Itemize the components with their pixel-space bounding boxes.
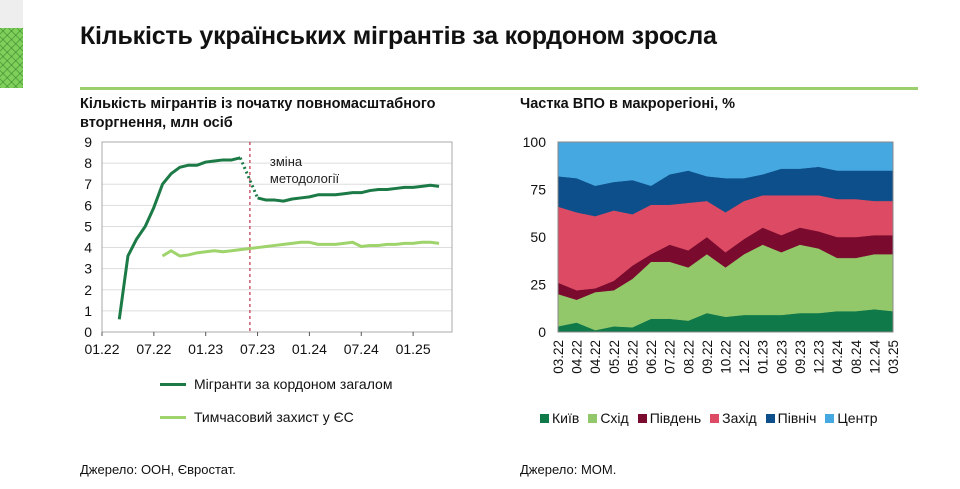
right-chart-title: Частка ВПО в макрорегіоні, % bbox=[520, 96, 736, 112]
page-title: Кількість українських мігрантів за кордо… bbox=[80, 22, 717, 50]
legend-swatch bbox=[710, 413, 720, 423]
y-tick-label: 6 bbox=[84, 197, 92, 213]
legend-item-total: Мігранти за кордоном загалом bbox=[160, 376, 392, 392]
legend-swatch bbox=[637, 413, 647, 423]
x-tick-label: 10.22 bbox=[719, 340, 734, 374]
legend-line-protection bbox=[160, 415, 186, 419]
x-tick-label: 08.22 bbox=[681, 340, 696, 374]
x-tick-label: 07.24 bbox=[344, 341, 379, 357]
x-tick-label: 08.24 bbox=[849, 340, 864, 374]
x-tick-label: 07.22 bbox=[663, 340, 678, 374]
legend-swatch bbox=[540, 413, 549, 423]
y-tick-label: 9 bbox=[84, 134, 92, 150]
y-tick-label: 75 bbox=[530, 182, 546, 198]
x-tick-label: 12.22 bbox=[737, 340, 752, 374]
annotation-text: методології bbox=[270, 171, 340, 186]
x-tick-label: 01.22 bbox=[84, 341, 119, 357]
logo-background bbox=[0, 0, 23, 28]
legend-item: Центр bbox=[825, 410, 878, 426]
legend-label: Південь bbox=[649, 410, 702, 426]
left-legend: Мігранти за кордоном загалом Тимчасовий … bbox=[160, 376, 392, 442]
legend-item: Київ bbox=[540, 410, 579, 426]
x-tick-label: 05.22 bbox=[625, 340, 640, 374]
legend-line-total bbox=[160, 382, 186, 386]
legend-item: Захід bbox=[710, 410, 757, 426]
x-tick-label: 04.22 bbox=[570, 340, 585, 374]
y-tick-label: 50 bbox=[530, 229, 546, 245]
legend-item-protection: Тимчасовий захист у ЄС bbox=[160, 409, 392, 425]
legend-label: Тимчасовий захист у ЄС bbox=[194, 409, 354, 425]
y-tick-label: 3 bbox=[84, 261, 92, 277]
series-dotted-segment bbox=[238, 157, 259, 199]
x-tick-label: 01.23 bbox=[756, 340, 771, 374]
y-tick-label: 100 bbox=[523, 134, 547, 150]
legend-item: Схід bbox=[588, 410, 629, 426]
right-source: Джерело: МОМ. bbox=[520, 462, 617, 477]
x-tick-label: 12.24 bbox=[867, 340, 882, 374]
x-tick-label: 09.23 bbox=[793, 340, 808, 374]
left-title-line2: вторгнення, млн осіб bbox=[80, 115, 233, 131]
left-chart-title: Кількість мігрантів із початку повномасш… bbox=[80, 95, 436, 133]
legend-label: Схід bbox=[600, 410, 629, 426]
legend-label: Північ bbox=[777, 410, 817, 426]
x-tick-label: 03.22 bbox=[551, 340, 566, 374]
y-tick-label: 1 bbox=[84, 303, 92, 319]
y-tick-label: 4 bbox=[84, 240, 92, 256]
legend-label: Мігранти за кордоном загалом bbox=[194, 376, 393, 392]
x-tick-label: 06.22 bbox=[644, 340, 659, 374]
y-tick-label: 2 bbox=[84, 282, 92, 298]
legend-item: Північ bbox=[765, 410, 817, 426]
legend-swatch bbox=[825, 413, 835, 423]
x-tick-label: 09.22 bbox=[700, 340, 715, 374]
x-tick-label: 05.22 bbox=[607, 340, 622, 374]
legend-label: Київ bbox=[552, 410, 580, 426]
right-legend: Київ Схід Південь Захід Північ Центр bbox=[540, 410, 878, 426]
legend-label: Захід bbox=[722, 410, 757, 426]
plot-frame bbox=[557, 141, 894, 333]
title-divider bbox=[80, 87, 918, 90]
x-tick-label: 06.23 bbox=[774, 340, 789, 374]
legend-swatch bbox=[765, 413, 775, 423]
series-line-1 bbox=[161, 240, 440, 258]
x-tick-label: 07.22 bbox=[136, 341, 171, 357]
y-tick-label: 8 bbox=[84, 155, 92, 171]
x-tick-label: 04.24 bbox=[830, 340, 845, 374]
y-tick-label: 7 bbox=[84, 176, 92, 192]
legend-label: Центр bbox=[837, 410, 878, 426]
y-tick-label: 0 bbox=[538, 324, 546, 340]
x-tick-label: 01.25 bbox=[396, 341, 431, 357]
legend-swatch bbox=[588, 413, 598, 423]
series-line-0 bbox=[117, 156, 241, 320]
y-tick-label: 5 bbox=[84, 218, 92, 234]
series-line-0 bbox=[257, 183, 440, 203]
annotation-text: зміна bbox=[270, 154, 303, 169]
x-tick-label: 03.25 bbox=[886, 340, 901, 374]
x-tick-label: 01.24 bbox=[292, 341, 327, 357]
left-title-line1: Кількість мігрантів із початку повномасш… bbox=[80, 96, 436, 112]
logo-pattern bbox=[0, 28, 23, 88]
y-tick-label: 25 bbox=[530, 277, 546, 293]
legend-item: Південь bbox=[637, 410, 702, 426]
x-tick-label: 12.23 bbox=[812, 340, 827, 374]
x-tick-label: 04.22 bbox=[588, 340, 603, 374]
left-source: Джерело: ООН, Євростат. bbox=[80, 462, 236, 477]
x-tick-label: 07.23 bbox=[240, 341, 275, 357]
x-tick-label: 01.23 bbox=[188, 341, 223, 357]
y-tick-label: 0 bbox=[84, 324, 92, 340]
plot-frame bbox=[101, 141, 453, 333]
